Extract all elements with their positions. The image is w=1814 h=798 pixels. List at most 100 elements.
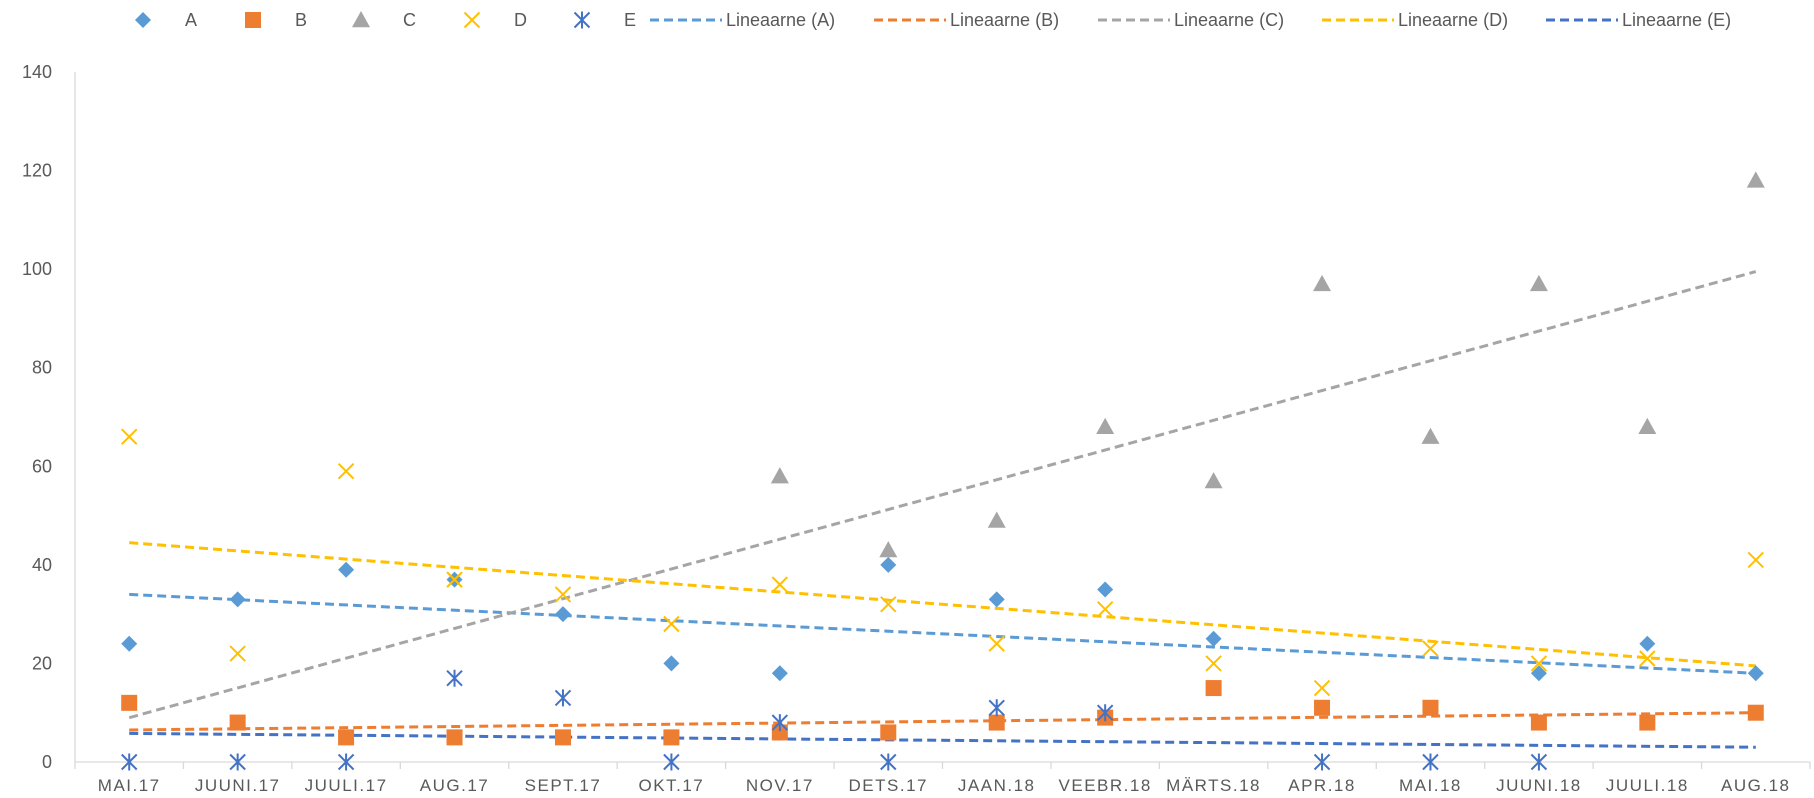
- x-tick-label-2: JUULI.17: [305, 776, 388, 795]
- point-D-10: [1205, 655, 1222, 672]
- point-C-14: [1638, 417, 1657, 435]
- point-D-14: [1639, 650, 1656, 667]
- x-tick-label-3: AUG.17: [420, 776, 489, 795]
- point-D-7: [880, 596, 897, 613]
- x-tick-label-5: OKT.17: [639, 776, 705, 795]
- legend-marker-D: [463, 11, 481, 29]
- y-tick-label-0: 0: [42, 752, 52, 772]
- point-E-1: [229, 753, 246, 771]
- legend-label-E: E: [624, 10, 636, 30]
- legend-label-trend-4: Lineaarne (E): [1622, 10, 1731, 30]
- point-A-10: [1205, 630, 1222, 647]
- point-B-12: [1422, 699, 1439, 716]
- legend-label-trend-0: Lineaarne (A): [726, 10, 835, 30]
- point-A-9: [1097, 581, 1114, 598]
- y-axis-ticks: 0 20 40 60 80 100 120 140: [22, 62, 52, 772]
- point-A-1: [229, 591, 246, 608]
- point-A-0: [121, 635, 138, 652]
- point-A-8: [988, 591, 1005, 608]
- point-B-6: [771, 724, 788, 741]
- x-tick-label-14: JUULI.18: [1606, 776, 1689, 795]
- point-C-12: [1421, 427, 1440, 444]
- x-tick-label-13: JUUNI.18: [1496, 776, 1582, 795]
- x-tick-label-11: APR.18: [1288, 776, 1356, 795]
- legend-label-D: D: [514, 10, 527, 30]
- point-C-10: [1204, 472, 1223, 489]
- point-D-15: [1747, 551, 1764, 569]
- trendlines: [128, 270, 1757, 749]
- point-D-13: [1530, 655, 1548, 672]
- point-D-0: [121, 428, 138, 445]
- legend-label-B: B: [295, 10, 307, 30]
- point-B-2: [338, 729, 355, 746]
- point-B-3: [446, 729, 463, 746]
- point-B-7: [880, 724, 897, 741]
- point-E-4: [554, 689, 572, 707]
- point-D-8: [988, 635, 1005, 652]
- x-tick-label-7: DETS.17: [849, 776, 928, 795]
- point-B-15: [1747, 704, 1764, 721]
- point-E-13: [1530, 753, 1548, 771]
- point-A-6: [771, 665, 788, 682]
- point-D-6: [771, 576, 789, 593]
- x-tick-label-10: MÄRTS.18: [1166, 776, 1261, 795]
- legend-marker-A: [135, 12, 151, 28]
- point-E-7: [880, 753, 897, 771]
- x-axis-ticks: MAI.17 JUUNI.17 JUULI.17 AUG.17 SEPT.17 OKT.1…: [98, 776, 1790, 795]
- point-C-15: [1746, 171, 1765, 188]
- point-A-13: [1530, 665, 1547, 682]
- point-A-4: [554, 606, 571, 623]
- point-C-11: [1313, 274, 1332, 292]
- point-D-11: [1313, 679, 1331, 697]
- point-B-4: [554, 729, 571, 746]
- trendline-4: [129, 731, 1756, 749]
- point-E-11: [1313, 753, 1331, 771]
- legend-marker-E: [573, 11, 591, 29]
- point-C-8: [987, 511, 1006, 528]
- y-tick-label-80: 80: [32, 358, 52, 378]
- point-E-3: [446, 669, 463, 687]
- point-D-3: [446, 571, 463, 588]
- legend-label-trend-3: Lineaarne (D): [1398, 10, 1508, 30]
- point-C-7: [879, 541, 898, 558]
- point-A-15: [1747, 665, 1764, 682]
- y-tick-label-120: 120: [22, 161, 52, 181]
- point-E-6: [771, 714, 789, 732]
- trendline-0: [129, 592, 1756, 675]
- trendline-1: [129, 711, 1756, 732]
- x-tick-label-6: NOV.17: [746, 776, 814, 795]
- legend-label-trend-1: Lineaarne (B): [950, 10, 1059, 30]
- legend-label-trend-2: Lineaarne (C): [1174, 10, 1284, 30]
- point-A-14: [1639, 635, 1656, 652]
- x-tick-label-15: AUG.18: [1721, 776, 1790, 795]
- point-A-2: [338, 561, 355, 578]
- point-B-1: [229, 714, 246, 731]
- axes: [74, 72, 1811, 769]
- y-tick-label-40: 40: [32, 555, 52, 575]
- point-D-2: [337, 463, 355, 480]
- legend-marker-B: [245, 12, 261, 28]
- point-D-1: [229, 645, 246, 662]
- y-tick-label-20: 20: [32, 653, 52, 673]
- trendline-3: [129, 541, 1756, 668]
- x-tick-label-1: JUUNI.17: [195, 776, 281, 795]
- point-D-12: [1422, 640, 1439, 657]
- legend-label-C: C: [403, 10, 416, 30]
- y-tick-label-60: 60: [32, 456, 52, 476]
- point-E-8: [988, 699, 1005, 717]
- point-E-9: [1096, 704, 1114, 722]
- x-tick-label-9: VEEBR.18: [1059, 776, 1152, 795]
- point-E-0: [121, 753, 138, 771]
- point-B-8: [988, 714, 1005, 731]
- legend: A B C D E Lineaarne (A) Lineaarne (B) Lineaarne…: [135, 10, 1731, 30]
- point-E-2: [337, 753, 355, 771]
- trendline-2: [128, 270, 1757, 720]
- point-E-5: [663, 753, 680, 771]
- x-tick-label-12: MAI.18: [1399, 776, 1462, 795]
- point-B-13: [1530, 714, 1547, 731]
- legend-marker-C: [352, 11, 370, 28]
- point-B-0: [121, 694, 138, 711]
- point-B-11: [1314, 699, 1331, 716]
